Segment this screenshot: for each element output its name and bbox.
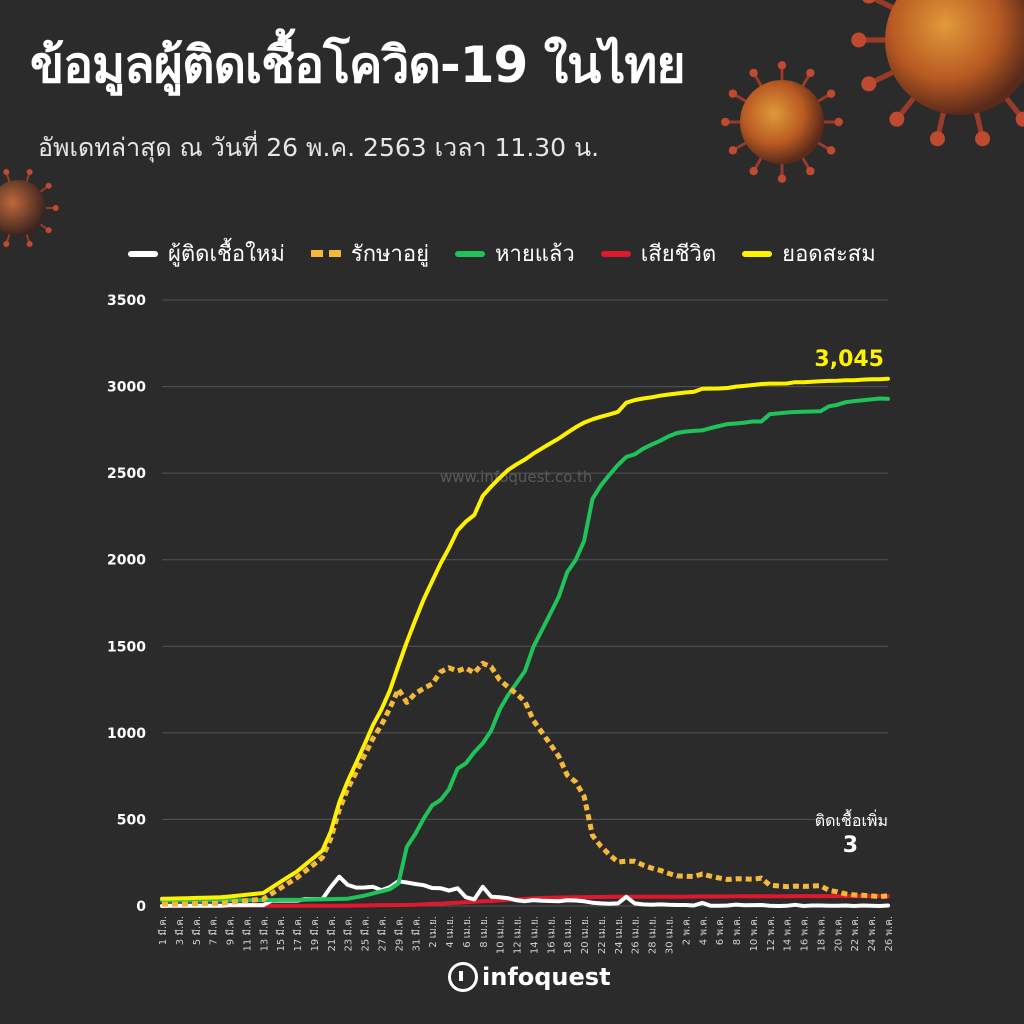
- legend-label-new-cases: ผู้ติดเชื้อใหม่: [168, 242, 285, 267]
- y-tick-label: 2000: [107, 553, 146, 569]
- y-tick-label: 0: [136, 899, 146, 915]
- x-tick-label: 4 พ.ค.: [698, 916, 709, 945]
- virus-particle: [0, 169, 59, 247]
- x-tick-label: 18 พ.ค.: [816, 916, 827, 952]
- x-tick-label: 10 เม.ย.: [496, 916, 507, 954]
- magnifier-icon: [448, 962, 478, 992]
- legend-swatch-new-cases: [128, 250, 158, 257]
- legend-item-new-cases: ผู้ติดเชื้อใหม่: [128, 236, 285, 271]
- cumulative-total-label: 3,045: [814, 347, 884, 372]
- legend-swatch-deaths: [600, 250, 631, 257]
- chart-legend: ผู้ติดเชื้อใหม่ รักษาอยู่ หายแล้ว เสียชี…: [128, 236, 902, 271]
- legend-swatch-active: [310, 250, 341, 257]
- x-tick-label: 12 เม.ย.: [513, 916, 524, 954]
- y-tick-label: 1500: [107, 639, 146, 655]
- legend-item-deaths: เสียชีวิต: [600, 236, 717, 271]
- x-tick-label: 6 พ.ค.: [715, 916, 726, 945]
- series-line-recovered: [160, 396, 890, 903]
- x-tick-label: 1 มี.ค.: [157, 916, 169, 945]
- x-tick-label: 14 พ.ค.: [783, 916, 794, 952]
- series-line-deaths: [160, 894, 890, 908]
- x-tick-label: 16 เม.ย.: [546, 916, 557, 954]
- x-tick-label: 28 เม.ย.: [648, 916, 659, 954]
- series-line-cumulative: [160, 376, 890, 901]
- y-tick-label: 1000: [107, 726, 146, 742]
- x-tick-label: 24 พ.ค.: [867, 916, 878, 952]
- x-tick-label: 2 พ.ค.: [681, 916, 692, 945]
- x-tick-label: 22 พ.ค.: [850, 916, 861, 952]
- y-tick-label: 3500: [107, 293, 146, 309]
- legend-item-active: รักษาอยู่: [310, 236, 429, 271]
- x-tick-label: 20 พ.ค.: [833, 916, 844, 952]
- x-tick-label: 24 เม.ย.: [614, 916, 625, 954]
- x-tick-label: 4 เม.ย.: [445, 916, 456, 948]
- legend-item-cumulative: ยอดสะสม: [742, 236, 876, 271]
- legend-swatch-recovered: [454, 250, 485, 257]
- x-tick-label: 25 มี.ค.: [360, 916, 372, 952]
- legend-label-cumulative: ยอดสะสม: [782, 242, 876, 267]
- y-tick-label: 3000: [107, 380, 146, 396]
- update-subtitle: อัพเดทล่าสุด ณ วันที่ 26 พ.ค. 2563 เวลา …: [38, 133, 600, 162]
- x-tick-label: 19 มี.ค.: [309, 916, 321, 952]
- legend-label-deaths: เสียชีวิต: [640, 242, 717, 267]
- x-tick-label: 8 พ.ค.: [732, 916, 743, 945]
- x-tick-label: 13 มี.ค.: [258, 916, 270, 952]
- watermark: www.infoquest.co.th: [440, 468, 593, 486]
- x-tick-label: 8 เม.ย.: [479, 916, 490, 948]
- x-tick-label: 3 มี.ค.: [174, 916, 186, 945]
- x-tick-label: 26 เม.ย.: [631, 916, 642, 954]
- x-tick-label: 15 มี.ค.: [275, 916, 287, 952]
- x-tick-label: 30 เม.ย.: [665, 916, 676, 954]
- virus-decoration: [0, 0, 1024, 247]
- legend-item-recovered: หายแล้ว: [454, 236, 575, 271]
- x-tick-label: 23 มี.ค.: [343, 916, 355, 952]
- x-tick-label: 9 มี.ค.: [225, 916, 237, 945]
- series-line-active: [161, 660, 889, 907]
- legend-swatch-cumulative: [742, 250, 773, 257]
- x-tick-label: 31 มี.ค.: [410, 916, 422, 952]
- x-tick-label: 12 พ.ค.: [766, 916, 777, 952]
- x-tick-label: 5 มี.ค.: [191, 916, 203, 945]
- x-tick-label: 21 มี.ค.: [326, 916, 338, 952]
- x-tick-label: 11 มี.ค.: [241, 916, 253, 952]
- brand-name: infoquest: [482, 963, 611, 991]
- virus-particle: [851, 0, 1024, 147]
- x-tick-label: 26 พ.ค.: [884, 916, 895, 952]
- y-tick-label: 500: [117, 812, 146, 828]
- virus-particle: [721, 61, 843, 183]
- y-tick-label: 2500: [107, 466, 146, 482]
- x-tick-label: 7 มี.ค.: [208, 916, 220, 945]
- x-tick-label: 18 เม.ย.: [563, 916, 574, 954]
- legend-label-active: รักษาอยู่: [350, 242, 429, 267]
- new-cases-annotation-label: ติดเชื้อเพิ่ม: [815, 809, 888, 830]
- x-tick-label: 20 เม.ย.: [580, 916, 591, 954]
- x-tick-label: 22 เม.ย.: [597, 916, 608, 954]
- x-tick-label: 27 มี.ค.: [376, 916, 388, 952]
- new-cases-annotation-value: 3: [843, 833, 858, 858]
- page-title: ข้อมูลผู้ติดเชื้อโควิด-19 ในไทย: [30, 36, 686, 94]
- x-tick-label: 16 พ.ค.: [800, 916, 811, 952]
- x-tick-label: 10 พ.ค.: [749, 916, 760, 952]
- x-tick-label: 29 มี.ค.: [393, 916, 405, 952]
- legend-label-recovered: หายแล้ว: [494, 242, 575, 267]
- x-tick-label: 14 เม.ย.: [529, 916, 540, 954]
- x-tick-label: 17 มี.ค.: [292, 916, 304, 952]
- x-tick-label: 6 เม.ย.: [462, 916, 473, 948]
- x-tick-label: 2 เม.ย.: [428, 916, 439, 948]
- infoquest-logo: infoquest: [448, 962, 611, 992]
